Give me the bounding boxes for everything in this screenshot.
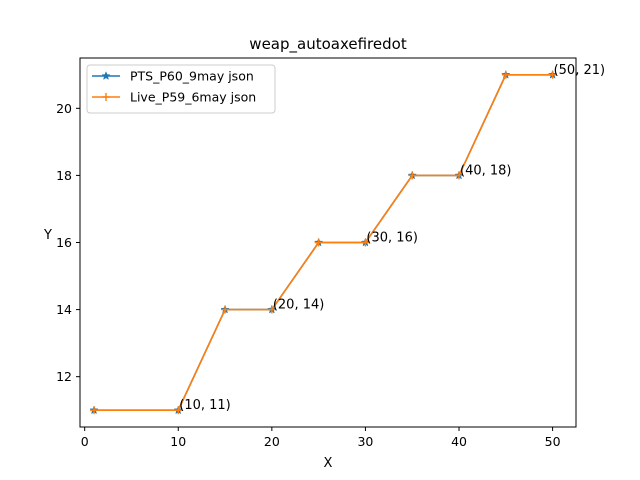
point-annotation: (10, 11) [179, 398, 231, 413]
series-2 [90, 70, 557, 415]
y-axis: 12 14 16 18 20 [56, 101, 80, 384]
x-tick-label: 30 [357, 434, 373, 449]
point-annotation: (30, 16) [366, 231, 418, 246]
legend-item: PTS_P60_9may json [92, 69, 254, 84]
y-tick-label: 12 [56, 369, 72, 384]
y-tick-label: 16 [56, 235, 72, 250]
y-axis-label: Y [43, 228, 52, 243]
x-tick-label: 50 [545, 434, 561, 449]
data-point [455, 171, 464, 180]
legend-item: Live_P59_6may json [92, 90, 256, 105]
point-annotation: (40, 18) [460, 163, 512, 178]
data-point [90, 406, 99, 415]
x-axis-label: X [324, 456, 333, 471]
y-tick-label: 18 [56, 168, 72, 183]
legend: PTS_P60_9may json Live_P59_6may json [86, 64, 276, 114]
point-annotation: (50, 21) [554, 63, 606, 78]
x-tick-label: 10 [170, 434, 186, 449]
legend-marker [102, 93, 110, 101]
y-tick-label: 20 [56, 101, 72, 116]
x-tick-label: 40 [451, 434, 467, 449]
y-tick-label: 14 [56, 302, 72, 317]
legend-box [86, 64, 276, 114]
x-axis: 0 10 20 30 40 50 [81, 427, 561, 449]
plot-area [89, 69, 558, 415]
chart-title: weap_autoaxefiredot [249, 35, 407, 54]
data-point [221, 305, 230, 314]
x-tick-label: 0 [81, 434, 89, 449]
data-point [501, 70, 510, 79]
annotations: (10, 11) (20, 14) (30, 16) (40, 18) (50, 21) [179, 63, 605, 413]
legend-marker [101, 71, 111, 80]
x-tick-label: 20 [264, 434, 280, 449]
legend-label: Live_P59_6may json [130, 90, 256, 105]
data-point [314, 238, 323, 247]
data-point [174, 406, 183, 415]
data-point [267, 305, 276, 314]
series-line [94, 73, 553, 412]
point-annotation: (20, 14) [273, 298, 325, 313]
data-point [361, 238, 370, 247]
legend-label: PTS_P60_9may json [130, 69, 254, 84]
data-point [548, 70, 557, 79]
data-point [408, 171, 417, 180]
